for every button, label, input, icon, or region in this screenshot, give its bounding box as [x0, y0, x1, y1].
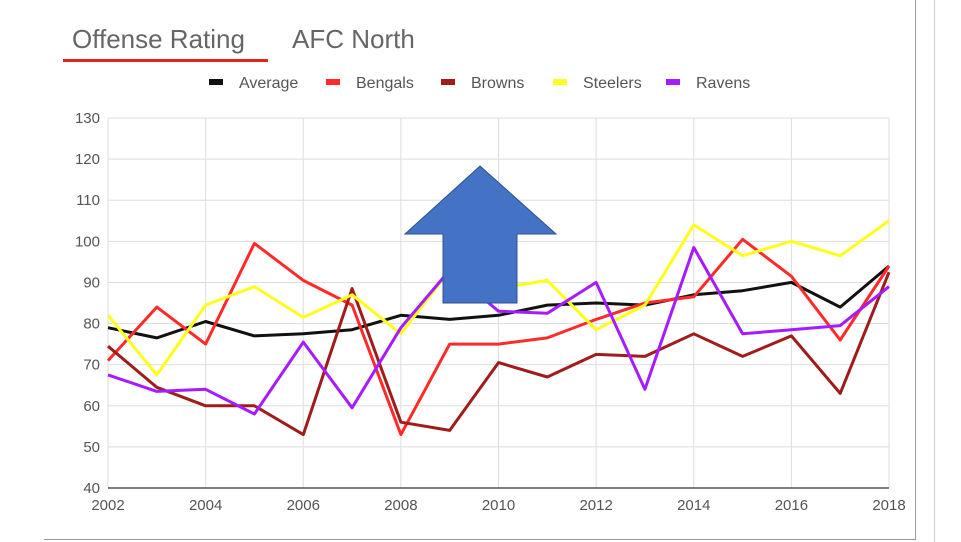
y-tick-label: 70: [83, 357, 100, 374]
tab-offense-rating[interactable]: Offense Rating: [72, 24, 245, 54]
series-line-average: [107, 264, 890, 340]
legend-label: Browns: [471, 75, 524, 92]
legend-label: Steelers: [583, 75, 642, 92]
x-tick-label: 2010: [482, 497, 515, 514]
active-tab-underline: [63, 59, 268, 62]
chart-series: [106, 219, 891, 437]
chart-legend: Average Bengals Browns Steelers Ravens: [209, 75, 750, 92]
x-tick-label: 2002: [91, 497, 124, 514]
x-tick-label: 2014: [677, 497, 710, 514]
y-tick-label: 100: [75, 233, 100, 250]
y-tick-label: 130: [75, 110, 100, 127]
side-panel-edge: [934, 0, 961, 542]
legend-label: Ravens: [696, 75, 750, 92]
legend-swatch: [326, 79, 340, 85]
legend-swatch: [553, 79, 567, 85]
y-tick-label: 50: [83, 439, 100, 456]
y-tick-label: 90: [83, 274, 100, 291]
y-tick-label: 80: [83, 316, 100, 333]
legend-swatch: [209, 79, 223, 85]
legend-swatch: [666, 79, 680, 85]
x-tick-label: 2006: [287, 497, 320, 514]
series-line-ravens: [107, 246, 890, 416]
x-tick-label: 2016: [775, 497, 808, 514]
up-arrow-shape[interactable]: [403, 165, 558, 304]
y-tick-label: 110: [76, 192, 100, 209]
legend-label: Bengals: [356, 75, 414, 92]
x-axis-ticks: 2002 2004 2006 2008 2010 2012 2014 2016 2018: [91, 497, 905, 514]
y-tick-label: 40: [83, 480, 100, 497]
x-tick-label: 2004: [189, 497, 222, 514]
y-axis-ticks: 40 50 60 70 80 90 100 110 120 130: [75, 110, 100, 497]
slide-frame: [44, 0, 916, 540]
legend-label: Average: [239, 75, 298, 92]
x-tick-label: 2018: [872, 497, 905, 514]
x-tick-label: 2008: [384, 497, 417, 514]
x-tick-label: 2012: [579, 497, 612, 514]
tab-afc-north[interactable]: AFC North: [292, 24, 415, 54]
legend-swatch: [441, 79, 455, 85]
y-tick-label: 120: [75, 151, 100, 168]
y-tick-label: 60: [83, 398, 100, 415]
